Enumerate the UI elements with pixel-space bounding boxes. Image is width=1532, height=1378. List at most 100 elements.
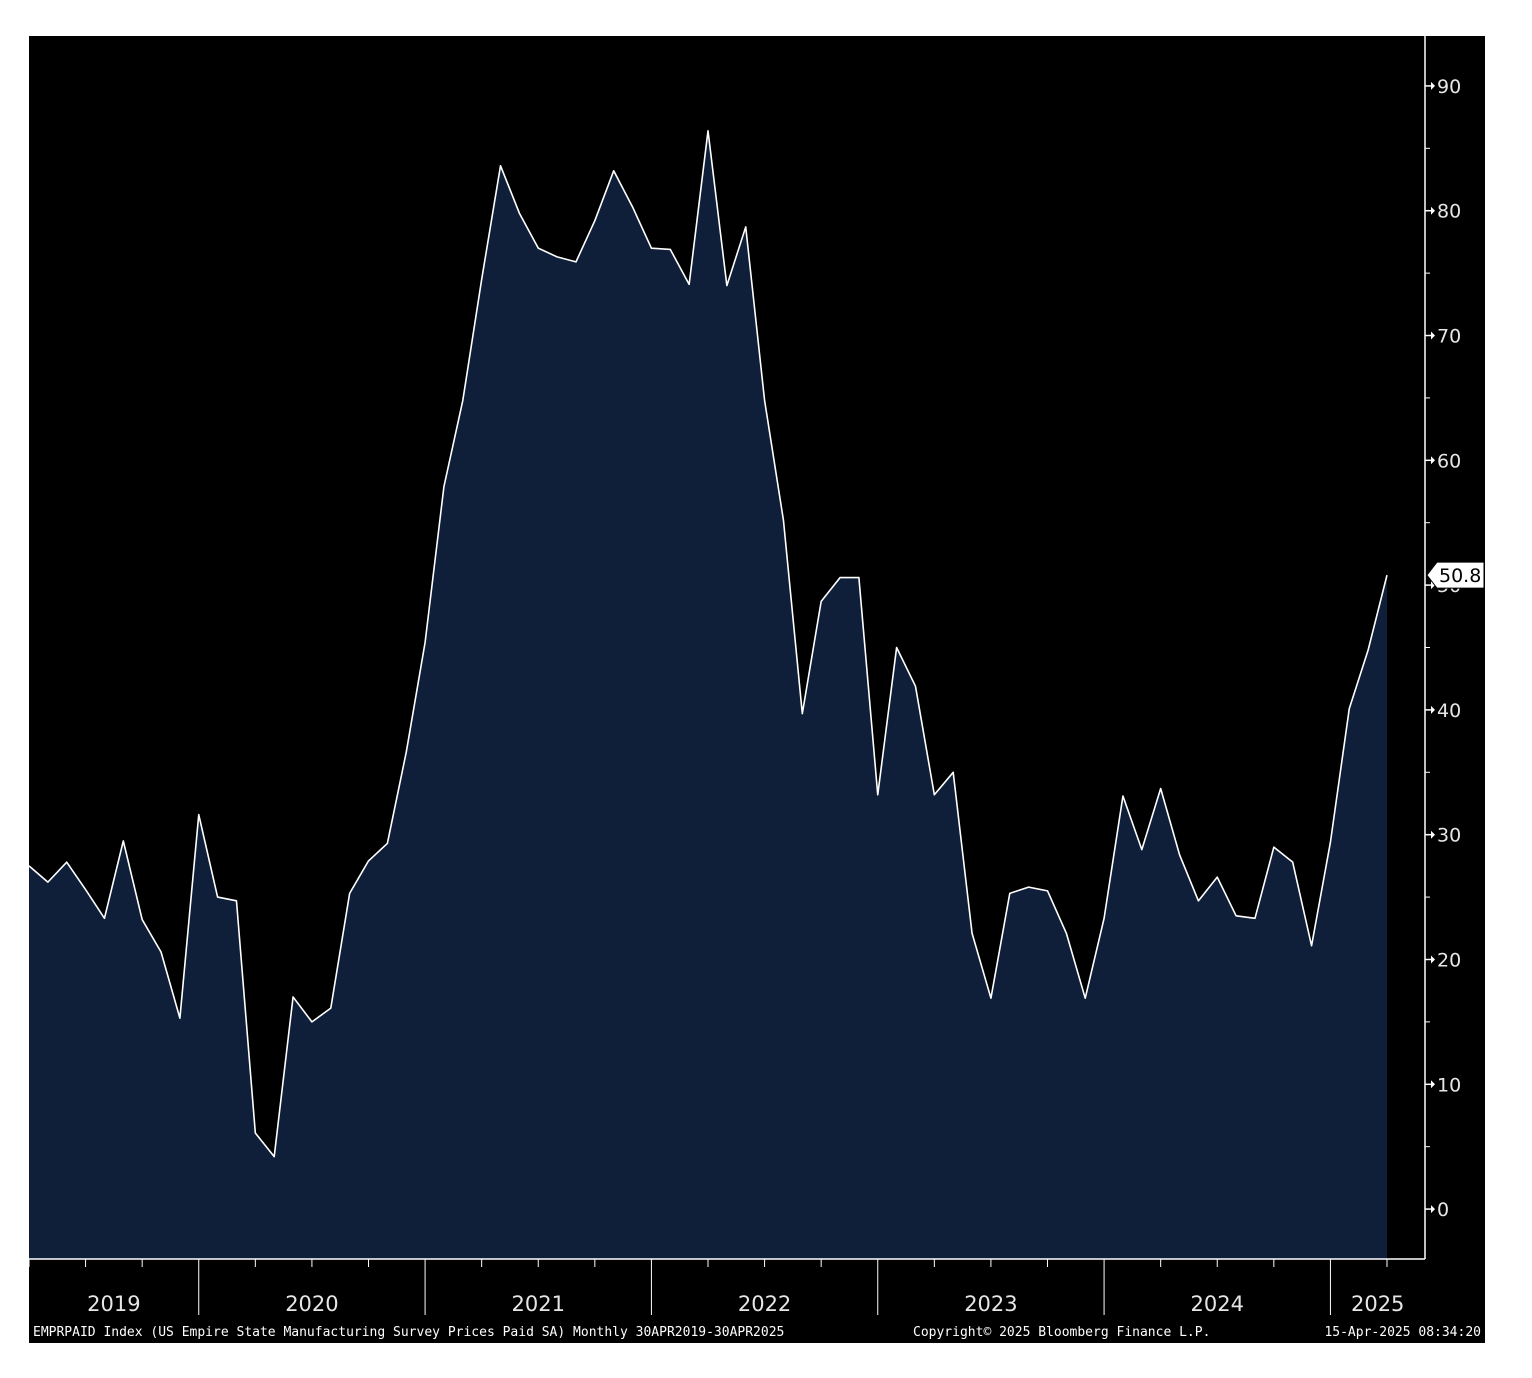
- data-point: [1178, 853, 1181, 856]
- data-point: [1329, 841, 1332, 844]
- data-point: [28, 864, 31, 867]
- data-point: [84, 888, 87, 891]
- data-point: [424, 641, 427, 644]
- data-point: [971, 932, 974, 935]
- data-point: [1103, 917, 1106, 920]
- data-point: [744, 225, 747, 228]
- data-point: [1310, 944, 1313, 947]
- data-point: [254, 1131, 257, 1134]
- data-point: [1253, 917, 1256, 920]
- data-point: [1046, 889, 1049, 892]
- data-point: [839, 576, 842, 579]
- data-point: [103, 917, 106, 920]
- data-point: [292, 995, 295, 998]
- x-year-label: 2019: [87, 1292, 140, 1316]
- y-tick-label: 30: [1437, 825, 1461, 847]
- x-year-label: 2023: [964, 1292, 1017, 1316]
- data-point: [725, 284, 728, 287]
- data-point: [914, 685, 917, 688]
- footer-timestamp: 15-Apr-2025 08:34:20: [1324, 1325, 1481, 1340]
- data-point: [178, 1017, 181, 1020]
- data-point: [216, 896, 219, 899]
- last-value-callout: [1426, 561, 1485, 589]
- y-tick-label: 10: [1437, 1074, 1461, 1096]
- data-point: [1027, 886, 1030, 889]
- y-tick-label: 20: [1437, 949, 1461, 971]
- data-point: [65, 861, 68, 864]
- data-point: [1008, 892, 1011, 895]
- y-tick-arrow: [1431, 705, 1435, 714]
- x-year-label: 2025: [1351, 1292, 1404, 1316]
- y-tick-arrow: [1431, 1080, 1435, 1089]
- data-point: [518, 212, 521, 215]
- y-tick-label: 80: [1437, 201, 1461, 223]
- data-point: [367, 859, 370, 862]
- plot-layer: [28, 129, 1389, 1260]
- data-point: [310, 1020, 313, 1023]
- data-point: [197, 813, 200, 816]
- y-tick-arrow: [1431, 206, 1435, 215]
- data-point: [612, 169, 615, 172]
- data-point: [952, 771, 955, 774]
- data-point: [1140, 848, 1143, 851]
- data-point: [895, 646, 898, 649]
- data-point: [876, 793, 879, 796]
- y-tick-arrow: [1431, 830, 1435, 839]
- y-tick-label: 70: [1437, 326, 1461, 348]
- data-point: [669, 248, 672, 251]
- data-point: [1291, 861, 1294, 864]
- y-tick-label: 60: [1437, 450, 1461, 472]
- y-tick-arrow: [1431, 1205, 1435, 1214]
- y-tick-arrow: [1431, 81, 1435, 90]
- data-point: [857, 576, 860, 579]
- data-point: [122, 839, 125, 842]
- data-point: [1084, 997, 1087, 1000]
- series-area: [29, 130, 1387, 1260]
- series-line: [28, 130, 1388, 1158]
- axis-layer: 0102030405060708090201920202021202220232…: [28, 36, 1485, 1316]
- data-point: [593, 219, 596, 222]
- x-year-label: 2022: [738, 1292, 791, 1316]
- data-point: [801, 712, 804, 715]
- data-point: [442, 485, 445, 488]
- data-point: [1348, 707, 1351, 710]
- data-point: [329, 1007, 332, 1010]
- data-point: [1386, 574, 1389, 577]
- data-point: [461, 399, 464, 402]
- data-point: [386, 842, 389, 845]
- data-point: [763, 399, 766, 402]
- data-point: [1159, 787, 1162, 790]
- data-point: [273, 1155, 276, 1158]
- y-tick-arrow: [1431, 456, 1435, 465]
- data-point: [348, 892, 351, 895]
- y-tick-label: 90: [1437, 76, 1461, 98]
- data-point: [1197, 899, 1200, 902]
- data-point: [820, 600, 823, 603]
- data-point: [574, 260, 577, 263]
- footer: EMPRPAID Index (US Empire State Manufact…: [33, 1325, 1481, 1340]
- data-point: [1065, 932, 1068, 935]
- data-point: [141, 918, 144, 921]
- x-year-label: 2021: [512, 1292, 565, 1316]
- last-value-label: 50.8: [1439, 565, 1481, 587]
- data-point: [1216, 876, 1219, 879]
- data-point: [707, 129, 710, 132]
- y-tick-arrow: [1431, 331, 1435, 340]
- data-point: [933, 793, 936, 796]
- data-point: [650, 247, 653, 250]
- data-point: [235, 899, 238, 902]
- footer-source: EMPRPAID Index (US Empire State Manufact…: [33, 1325, 784, 1340]
- x-year-label: 2024: [1191, 1292, 1244, 1316]
- data-point: [405, 751, 408, 754]
- data-point: [1367, 649, 1370, 652]
- data-point: [1272, 846, 1275, 849]
- data-point: [688, 283, 691, 286]
- x-year-label: 2020: [285, 1292, 338, 1316]
- footer-copyright: Copyright© 2025 Bloomberg Finance L.P.: [913, 1325, 1210, 1340]
- y-tick-arrow: [1431, 581, 1435, 590]
- data-point: [1121, 795, 1124, 798]
- y-tick-label: 0: [1437, 1199, 1449, 1221]
- data-point: [631, 205, 634, 208]
